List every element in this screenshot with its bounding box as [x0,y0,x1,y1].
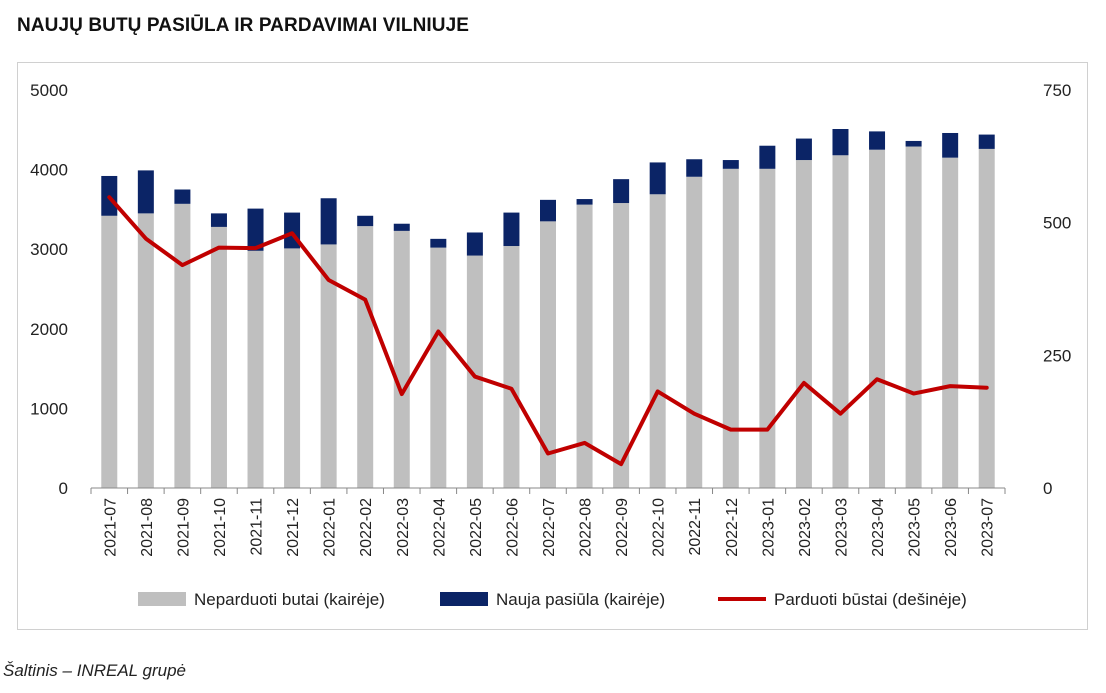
legend-label-unsold: Neparduoti butai (kairėje) [194,590,385,609]
x-tick-label: 2021-09 [175,498,192,557]
x-tick-label: 2023-03 [833,498,850,557]
bar-new-supply [357,215,374,227]
x-tick-label: 2023-07 [980,498,997,557]
bar-unsold [905,146,922,488]
x-tick-label: 2021-11 [249,498,266,556]
left-axis-tick-label: 0 [59,479,68,498]
bar-unsold [174,203,191,488]
bar-new-supply [942,132,959,158]
bar-new-supply [613,179,630,204]
bar-new-supply [686,159,703,177]
bar-new-supply [759,145,776,169]
bar-new-supply [174,189,191,204]
bar-unsold [576,204,593,488]
right-axis-tick-label: 250 [1043,346,1071,365]
bar-unsold [540,221,556,488]
left-axis-tick-label: 4000 [30,161,68,180]
x-tick-label: 2022-06 [504,498,521,557]
x-tick-label: 2022-02 [358,498,375,557]
bar-new-supply [503,212,520,247]
x-tick-label: 2022-08 [578,498,595,557]
bar-new-supply [393,223,410,231]
bar-unsold [357,226,374,488]
bar-new-supply [832,129,849,156]
right-axis-tick-label: 0 [1043,479,1052,498]
chart-frame: 2021-07 2021-08 2021-09 2021-10 2021-11 2021-… [17,62,1088,630]
x-tick-label: 2022-04 [431,498,448,557]
x-tick-label: 2023-06 [943,498,960,557]
bar-unsold [759,168,776,488]
x-tick-label: 2021-10 [212,498,229,557]
bar-unsold [795,160,812,488]
bar-new-supply [905,140,922,147]
bar-new-supply [978,134,995,149]
bar-unsold [686,176,703,488]
bar-unsold [247,250,264,488]
bar-new-supply [430,238,447,248]
x-tick-label: 2023-05 [907,498,924,557]
bar-unsold [503,246,520,488]
bar-new-supply [869,131,886,150]
bar-new-supply [795,138,812,161]
source-note: Šaltinis – INREAL grupė [3,661,187,680]
x-tick-label: 2022-11 [687,498,704,556]
bar-unsold [137,213,154,488]
left-axis-tick-label: 3000 [30,240,68,259]
bar-new-supply [320,198,337,245]
legend-label-sold: Parduoti būstai (dešinėje) [774,590,967,609]
line-sold [107,195,989,467]
right-axis-tick-label: 500 [1043,214,1071,233]
bar-new-supply [466,232,483,256]
bar-unsold [101,215,118,488]
left-axis-tick-label: 5000 [30,81,68,100]
x-tick-label: 2022-01 [322,498,339,557]
bar-unsold [466,255,483,488]
x-tick-label: 2022-12 [724,498,741,557]
bar-unsold [978,148,995,488]
left-axis-tick-label: 2000 [30,320,68,339]
bar-new-supply [576,199,593,205]
chart-title: NAUJŲ BUTŲ PASIŪLA IR PARDAVIMAI VILNIUJ… [17,15,470,36]
x-tick-label: 2022-05 [468,498,485,557]
x-tick-label: 2022-07 [541,498,558,557]
bar-new-supply [137,170,154,214]
legend-swatch-new-supply [440,592,488,606]
bar-new-supply [247,208,264,251]
bar-unsold [284,248,301,488]
x-tick-label: 2021-12 [285,498,302,557]
bar-unsold [613,203,630,489]
bar-unsold [210,226,227,489]
bar-unsold [320,244,337,488]
legend-swatch-unsold [138,592,186,606]
bar-new-supply [210,213,227,227]
right-axis-tick-label: 750 [1043,81,1071,100]
chart-plot: 2021-07 2021-08 2021-09 2021-10 2021-11 2021-… [30,81,1071,609]
left-axis-tick-label: 1000 [30,399,68,418]
bar-new-supply [540,199,556,222]
bar-unsold [430,247,447,488]
x-tick-label: 2023-02 [797,498,814,557]
bar-unsold [942,157,959,488]
bar-new-supply [722,160,739,169]
x-tick-label: 2022-03 [395,498,412,557]
x-tick-label: 2022-09 [614,498,631,557]
bar-unsold [832,155,849,488]
bar-unsold [722,168,739,488]
bar-unsold [649,194,666,488]
legend-label-new-supply: Nauja pasiūla (kairėje) [496,590,665,609]
bar-unsold [393,230,410,488]
x-tick-label: 2023-01 [760,498,777,557]
bar-new-supply [649,162,666,195]
bar-unsold [869,149,886,488]
x-tick-label: 2021-07 [102,498,119,557]
x-tick-label: 2022-10 [651,498,668,557]
x-tick-label: 2023-04 [870,498,887,557]
x-tick-label: 2021-08 [139,498,156,557]
